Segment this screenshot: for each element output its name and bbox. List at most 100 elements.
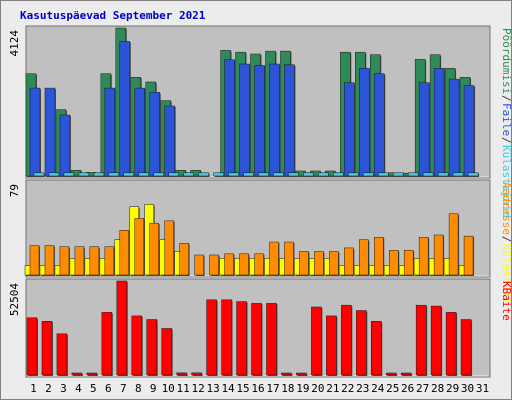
bar-pages-faile-day28	[433, 68, 445, 177]
bar-visits-aadresse-day11	[179, 242, 189, 276]
x-tick-label-21: 21	[326, 382, 339, 395]
bar-pages-faile-day16	[254, 65, 265, 177]
bar-kbytes-kbaite-day11	[176, 372, 187, 376]
x-tick-label-27: 27	[416, 382, 429, 395]
legend-separator: /	[500, 95, 512, 102]
bar-kbytes-kbaite-day23	[356, 310, 367, 376]
bar-pages-faile-day29	[448, 78, 460, 177]
bar-pages-faile-day7	[119, 41, 131, 177]
bar-pages-külastajaid-day8	[138, 172, 150, 177]
bar-kbytes-kbaite-day10	[161, 328, 172, 376]
bar-visits-aadresse-day25	[388, 250, 399, 276]
bar-kbytes-kbaite-day7	[116, 280, 128, 376]
y-max-label-kbytes: 52504	[8, 283, 21, 316]
bar-pages-külastajaid-day9	[153, 172, 164, 177]
bar-pages-külastajaid-day14	[228, 172, 239, 177]
x-tick-label-18: 18	[281, 382, 294, 395]
x-tick-label-3: 3	[60, 382, 67, 395]
bar-visits-aadresse-day13	[209, 254, 219, 276]
bar-pages-faile-day14	[224, 59, 235, 177]
x-tick-label-28: 28	[431, 382, 444, 395]
bar-kbytes-kbaite-day2	[41, 321, 53, 376]
bar-pages-faile-day8	[134, 87, 146, 177]
x-tick-label-11: 11	[177, 382, 190, 395]
x-tick-label-16: 16	[251, 382, 264, 395]
x-tick-label-1: 1	[30, 382, 37, 395]
bar-visits-aadresse-day15	[239, 253, 249, 276]
x-tick-label-10: 10	[162, 382, 175, 395]
bar-pages-faile-day6	[104, 87, 116, 177]
x-tick-label-5: 5	[90, 382, 97, 395]
x-tick-label-30: 30	[461, 382, 474, 395]
bar-pages-faile-day3	[59, 114, 71, 177]
bar-visits-aadresse-day18	[284, 241, 294, 276]
bar-kbytes-kbaite-day13	[206, 299, 217, 376]
bar-visits-aadresse-day23	[359, 239, 369, 276]
bar-kbytes-kbaite-day6	[101, 312, 113, 376]
bar-kbytes-kbaite-day20	[311, 306, 322, 376]
bar-pages-faile-day15	[239, 63, 250, 177]
bar-visits-aadresse-day29	[448, 213, 459, 276]
bar-pages-külastajaid-day29	[452, 172, 464, 177]
x-tick-label-8: 8	[135, 382, 142, 395]
bar-pages-külastajaid-day19	[303, 172, 314, 177]
bar-pages-faile-day30	[463, 85, 475, 177]
bar-kbytes-kbaite-day28	[430, 305, 442, 376]
x-tick-label-31: 31	[476, 382, 489, 395]
bar-visits-aadresse-day9	[149, 222, 159, 276]
bar-pages-külastajaid-day6	[108, 172, 120, 177]
bar-visits-aadresse-day8	[134, 218, 145, 276]
bar-visits-aadresse-day7	[119, 230, 130, 276]
chart-title: Kasutuspäevad September 2021	[20, 9, 206, 22]
bar-kbytes-kbaite-day4	[71, 372, 83, 376]
bar-visits-aadresse-day3	[59, 246, 70, 276]
x-tick-label-20: 20	[311, 382, 324, 395]
bar-kbytes-kbaite-day9	[146, 319, 157, 376]
bar-pages-faile-day27	[418, 82, 430, 177]
bar-kbytes-kbaite-day27	[415, 304, 427, 376]
bar-pages-külastajaid-day12	[198, 172, 209, 177]
bar-kbytes-kbaite-day22	[341, 304, 352, 376]
bar-visits-aadresse-day20	[314, 251, 324, 276]
bar-visits-aadresse-day22	[344, 247, 354, 276]
legend-label-külastusi: Külastusi	[500, 244, 512, 304]
bar-kbytes-kbaite-day30	[460, 319, 472, 376]
x-tick-label-13: 13	[206, 382, 219, 395]
bar-pages-külastajaid-day26	[407, 172, 419, 177]
x-tick-label-25: 25	[386, 382, 399, 395]
bar-visits-aadresse-day5	[89, 246, 100, 276]
bar-pages-külastajaid-day10	[168, 172, 179, 177]
bar-kbytes-kbaite-day5	[86, 372, 98, 376]
bar-pages-faile-day22	[344, 82, 355, 177]
bar-pages-faile-day24	[374, 73, 385, 177]
bar-pages-külastajaid-day20	[318, 172, 329, 177]
bar-pages-külastajaid-day18	[288, 172, 299, 177]
x-tick-label-23: 23	[356, 382, 369, 395]
bar-kbytes-kbaite-day14	[221, 299, 232, 376]
bar-visits-aadresse-day30	[463, 235, 474, 276]
bar-kbytes-kbaite-day29	[445, 312, 457, 376]
bar-pages-külastajaid-day22	[348, 172, 359, 177]
bar-visits-aadresse-day27	[418, 237, 429, 276]
bar-pages-faile-day9	[149, 92, 160, 177]
x-tick-label-12: 12	[192, 382, 205, 395]
bar-kbytes-kbaite-day21	[326, 315, 337, 376]
bar-pages-külastajaid-day4	[78, 172, 90, 177]
bar-visits-aadresse-day16	[254, 253, 264, 276]
bar-pages-faile-day2	[44, 87, 56, 177]
bar-visits-aadresse-day17	[269, 241, 279, 276]
bar-pages-külastajaid-day25	[392, 172, 404, 177]
bar-kbytes-kbaite-day12	[191, 372, 202, 376]
bar-pages-külastajaid-day15	[243, 172, 254, 177]
x-tick-label-17: 17	[266, 382, 279, 395]
bar-visits-aadresse-day4	[74, 246, 85, 276]
legend-label-faile: Faile	[500, 103, 512, 136]
x-tick-label-14: 14	[221, 382, 235, 395]
x-tick-label-4: 4	[75, 382, 82, 395]
legend-label-aadresse: Aadresse	[500, 182, 512, 235]
bar-visits-aadresse-day10	[164, 220, 174, 276]
bar-pages-külastajaid-day2	[48, 172, 60, 177]
bar-visits-aadresse-day14	[224, 253, 234, 276]
bar-pages-külastajaid-day5	[93, 172, 105, 177]
